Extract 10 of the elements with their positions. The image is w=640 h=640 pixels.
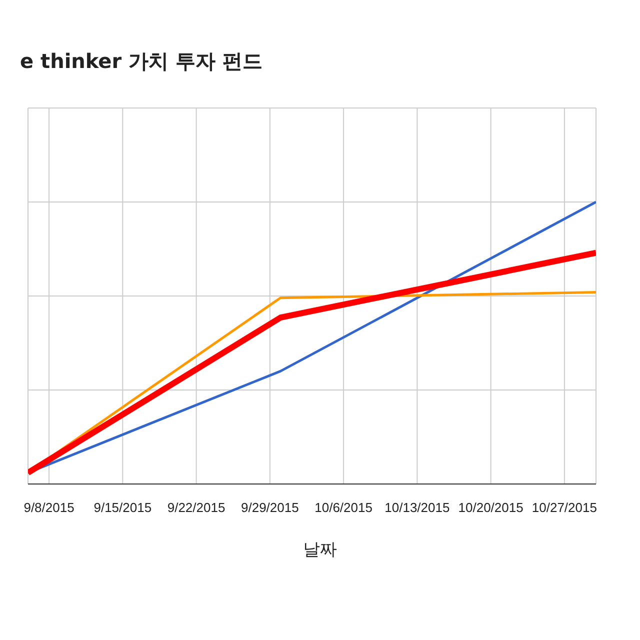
x-tick-label: 9/15/2015 bbox=[94, 500, 152, 515]
x-tick-label: 10/20/2015 bbox=[458, 500, 524, 515]
x-axis-title: 날짜 bbox=[302, 539, 338, 561]
x-tick-label: 9/29/2015 bbox=[241, 500, 299, 515]
x-tick-label: 9/8/2015 bbox=[24, 500, 74, 515]
x-tick-label: 10/27/2015 bbox=[532, 500, 597, 515]
x-tick-label: 10/13/2015 bbox=[384, 500, 450, 515]
chart-title: e thinker 가치 투자 펀드 bbox=[20, 48, 262, 75]
x-tick-label: 9/22/2015 bbox=[167, 500, 226, 515]
x-tick-label: 10/6/2015 bbox=[314, 500, 372, 515]
